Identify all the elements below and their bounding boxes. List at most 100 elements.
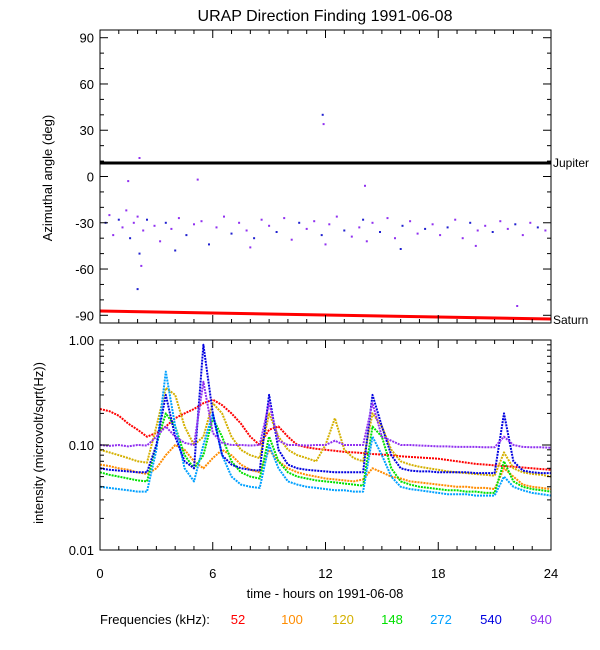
azimuth-point: [362, 218, 365, 221]
azimuth-point: [298, 221, 301, 224]
azimuth-point: [484, 224, 487, 227]
azimuth-point: [321, 113, 324, 116]
azimuth-point: [174, 249, 177, 252]
legend-entry-52-khz: 52: [231, 612, 245, 627]
azimuth-point: [196, 178, 199, 181]
x-tick-label: 12: [318, 566, 332, 581]
azimuth-point: [140, 264, 143, 267]
azimuth-point: [275, 231, 278, 233]
azimuth-point: [516, 305, 519, 307]
azimuth-point: [132, 221, 135, 224]
series-line-940-khz: [99, 380, 552, 449]
azimuth-point: [159, 240, 162, 243]
y-tick-label: 30: [80, 123, 94, 138]
x-tick-label: 0: [96, 566, 103, 581]
azimuth-point: [424, 227, 427, 230]
azimuth-point: [136, 215, 139, 218]
azimuth-point: [350, 235, 353, 238]
azimuth-point: [121, 226, 124, 229]
azimuth-point: [544, 229, 547, 232]
azimuth-point: [230, 232, 233, 235]
azimuth-axis-ticks: 90 60 30 0 -30 -60 -90: [75, 30, 552, 323]
azimuth-point: [253, 237, 256, 240]
azimuth-point: [491, 231, 494, 233]
y-tick-label: -90: [75, 308, 94, 323]
intensity-panel: 1.00 0.10 0.010 6 12 18 24 intensity (microvol…: [31, 333, 558, 601]
legend-entry-148-khz: 148: [381, 612, 403, 627]
legend-entry-120-khz: 120: [332, 612, 354, 627]
azimuth-point: [200, 220, 203, 223]
azimuth-point: [305, 227, 308, 230]
y-tick-label: 60: [80, 77, 94, 92]
azimuth-point: [474, 244, 477, 247]
azimuth-point: [142, 229, 145, 232]
azimuth-point: [260, 218, 263, 221]
azimuth-point: [439, 234, 442, 237]
azimuth-point: [185, 234, 188, 237]
legend-entry-272-khz: 272: [430, 612, 452, 627]
legend-entry-940-khz: 940: [530, 612, 552, 627]
series-line-540-khz: [99, 343, 551, 475]
azimuth-point: [386, 217, 389, 220]
azimuth-point: [223, 215, 225, 218]
azimuth-point: [529, 221, 532, 224]
azimuth-point: [208, 243, 210, 246]
azimuth-point: [290, 238, 293, 241]
azimuth-point: [506, 227, 509, 230]
y-tick-label: 0.01: [69, 543, 94, 558]
intensity-series: [99, 343, 552, 497]
azimuth-point: [108, 214, 111, 217]
azimuth-point: [358, 226, 361, 229]
azimuth-point: [322, 123, 325, 126]
azimuth-point: [193, 223, 195, 226]
y-tick-label: 1.00: [69, 333, 94, 348]
azimuth-point: [112, 234, 115, 237]
legend-entry-100-khz: 100: [281, 612, 303, 627]
y-tick-label: -60: [75, 262, 94, 277]
jupiter-label: Jupiter: [553, 156, 589, 170]
azimuth-point: [283, 217, 286, 220]
azimuth-point: [514, 223, 517, 226]
azimuth-point: [364, 184, 366, 187]
time-axis-title: time - hours on 1991-06-08: [247, 586, 404, 601]
azimuth-point: [146, 218, 148, 221]
saturn-label: Saturn: [553, 313, 588, 327]
azimuth-point: [521, 234, 524, 237]
azimuth-point: [313, 220, 316, 223]
azimuth-panel: 90 60 30 0 -30 -60 -90 Jupiter Saturn Azimutha…: [40, 29, 589, 327]
azimuth-point: [324, 243, 327, 246]
azimuth-point: [476, 229, 479, 232]
azimuth-point: [335, 215, 338, 218]
figure-title: URAP Direction Finding 1991-06-08: [198, 8, 453, 25]
series-line-100-khz: [99, 444, 552, 491]
x-tick-label: 24: [544, 566, 558, 581]
frequency-legend: Frequencies (kHz): 52 100 120 148 272 540 940: [100, 612, 552, 627]
azimuth-point: [379, 231, 381, 233]
azimuth-point: [245, 229, 248, 232]
azimuth-point: [117, 218, 120, 221]
azimuth-point: [138, 157, 141, 159]
azimuth-point: [320, 234, 323, 237]
intensity-axis-ticks: 1.00 0.10 0.010 6 12 18 24: [69, 333, 559, 581]
azimuth-point: [461, 237, 464, 240]
azimuth-point: [431, 223, 434, 226]
azimuth-point: [138, 252, 141, 255]
azimuth-point: [343, 229, 346, 232]
azimuth-point: [371, 221, 374, 224]
azimuth-point: [416, 232, 419, 235]
azimuth-point: [469, 221, 472, 224]
azimuth-point: [170, 227, 173, 230]
azimuth-point: [238, 221, 241, 224]
azimuth-point: [499, 220, 502, 223]
y-tick-label: -30: [75, 216, 94, 231]
azimuth-point: [365, 240, 368, 243]
azimuth-point: [454, 218, 457, 221]
legend-entry-540-khz: 540: [480, 612, 502, 627]
x-tick-label: 6: [209, 566, 216, 581]
azimuth-point: [127, 180, 130, 183]
azimuth-point: [215, 226, 218, 229]
series-line-272-khz: [99, 370, 552, 497]
azimuth-point: [177, 217, 180, 220]
y-tick-label: 0: [87, 170, 94, 185]
azimuth-point: [164, 221, 167, 224]
